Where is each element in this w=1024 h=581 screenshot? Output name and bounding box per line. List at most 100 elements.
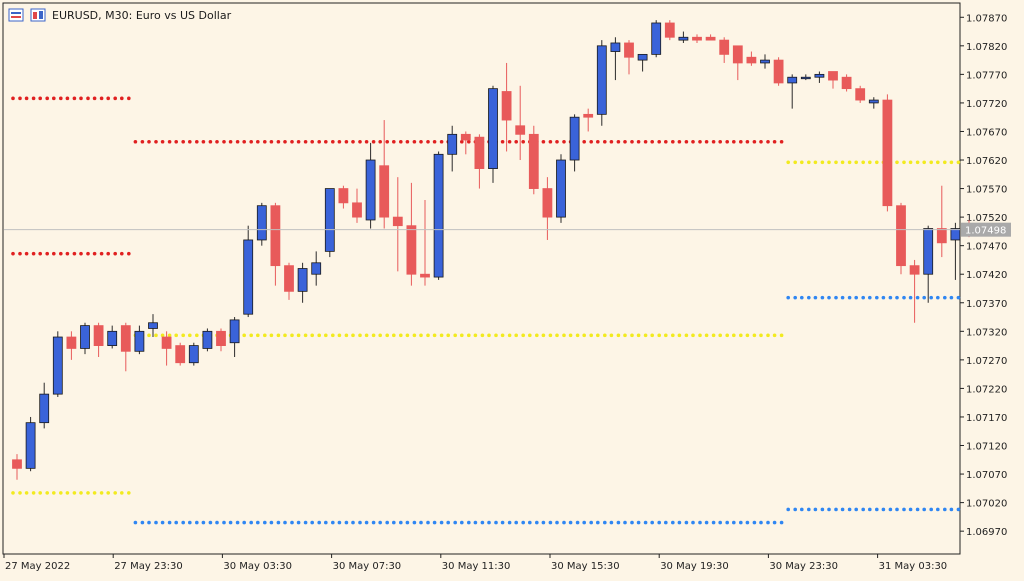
candle-body	[93, 325, 104, 346]
candle-body	[950, 228, 961, 241]
price-axis[interactable]: 1.07870 1.07820 1.07770 1.07720 1.07670 1.076…	[960, 13, 1007, 538]
level-dot	[528, 520, 532, 525]
current-price-box	[961, 222, 1011, 237]
yellow-level-line	[11, 491, 131, 495]
level-dot	[956, 160, 961, 165]
level-dot	[255, 520, 260, 525]
level-dot	[358, 520, 362, 525]
level-dot	[603, 333, 607, 338]
bull-candle	[556, 154, 566, 223]
price-tick-label: 1.07720	[966, 99, 1007, 110]
level-dot	[263, 520, 267, 525]
level-dot	[691, 139, 695, 144]
level-dot	[902, 507, 906, 512]
level-dot	[276, 139, 281, 144]
level-dot	[378, 333, 383, 338]
level-dot	[704, 333, 709, 338]
bear-candle	[352, 188, 362, 223]
level-dot	[793, 160, 797, 165]
price-tick-label: 1.07020	[966, 499, 1007, 510]
level-dot	[120, 251, 124, 256]
level-dot	[895, 160, 899, 165]
level-dot	[11, 96, 15, 101]
level-dot	[943, 160, 947, 165]
level-dot	[453, 333, 458, 338]
level-dot	[650, 333, 654, 338]
level-dot	[834, 295, 838, 300]
level-dot	[956, 295, 961, 300]
level-dot	[358, 139, 362, 144]
level-dot	[807, 160, 811, 165]
level-dot	[11, 251, 15, 256]
bear-candle	[474, 134, 485, 189]
level-dot	[800, 160, 804, 165]
level-dot	[766, 333, 770, 338]
level-dot	[732, 520, 736, 525]
bull-candle	[447, 125, 458, 172]
time-axis[interactable]: 27 May 2022 27 May 23:30 30 May 03:30 30 Ma…	[3, 554, 947, 572]
level-dot	[283, 333, 287, 338]
chart-properties-icon[interactable]	[30, 8, 46, 22]
level-dot	[419, 139, 423, 144]
level-dot	[745, 520, 750, 525]
level-dot	[589, 520, 593, 525]
level-dot	[385, 520, 390, 525]
level-dot	[936, 160, 940, 165]
level-dot	[684, 333, 689, 338]
candle-body	[39, 393, 50, 424]
bear-candle	[406, 182, 417, 286]
level-dot	[603, 520, 607, 525]
level-dot	[929, 507, 933, 512]
candle-body	[25, 422, 36, 469]
blue-level-line	[786, 295, 961, 300]
bear-candle	[460, 131, 471, 155]
level-dot	[908, 507, 913, 512]
level-dot	[813, 507, 818, 512]
level-dot	[378, 139, 383, 144]
level-dot	[127, 251, 131, 256]
level-dot	[779, 139, 784, 144]
chart-window-icon[interactable]	[8, 8, 24, 22]
level-dot	[79, 96, 83, 101]
candle-body	[664, 22, 675, 38]
level-dot	[174, 333, 178, 338]
plot-area[interactable]	[2, 2, 961, 555]
level-dot	[317, 139, 322, 144]
level-dot	[106, 491, 110, 495]
level-dot	[140, 139, 145, 144]
level-dot	[65, 96, 70, 101]
level-dot	[691, 333, 695, 338]
level-dot	[888, 295, 893, 300]
price-tick-label: 1.07170	[966, 413, 1007, 424]
bear-candle	[583, 108, 594, 132]
level-dot	[249, 139, 253, 144]
level-dot	[725, 139, 729, 144]
level-dot	[432, 520, 437, 525]
bear-candle	[120, 322, 131, 372]
level-dot	[807, 507, 811, 512]
level-dot	[636, 139, 641, 144]
bull-candle	[365, 142, 376, 229]
level-dot	[793, 295, 797, 300]
level-dot	[31, 251, 36, 256]
bear-candle	[624, 40, 634, 75]
level-dot	[671, 333, 675, 338]
red-level-line	[11, 96, 131, 101]
level-dot	[59, 96, 63, 101]
level-dot	[195, 520, 199, 525]
level-dot	[507, 333, 512, 338]
level-dot	[72, 251, 77, 256]
candle-body	[12, 459, 22, 469]
current-price-label: 1.07498	[965, 226, 1006, 237]
level-dot	[514, 139, 518, 144]
level-dot	[868, 160, 872, 165]
level-dot	[399, 333, 403, 338]
level-dot	[59, 251, 63, 256]
bear-candle	[746, 51, 757, 66]
level-dot	[453, 520, 458, 525]
level-dot	[99, 491, 104, 495]
candle-body	[460, 133, 471, 141]
level-dot	[500, 520, 505, 525]
